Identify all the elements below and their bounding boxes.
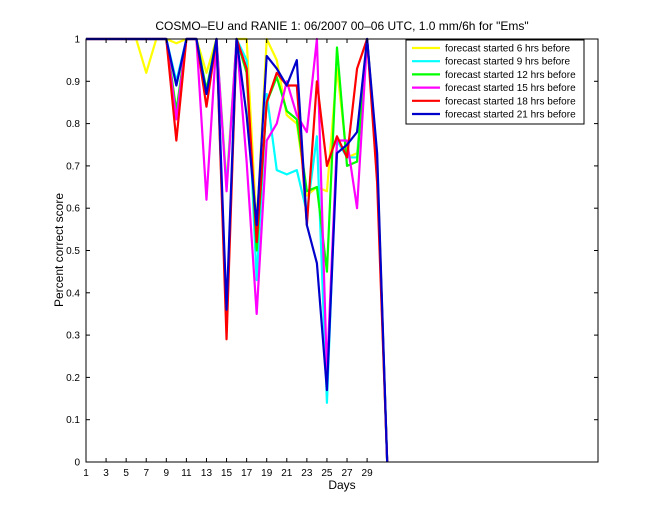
y-tick-label: 0.3 — [66, 331, 80, 342]
x-tick-label: 5 — [123, 468, 129, 479]
y-tick-label: 0.1 — [66, 415, 80, 426]
y-tick-label: 0.4 — [66, 288, 80, 299]
x-tick-label: 1 — [83, 468, 89, 479]
x-tick-label: 25 — [321, 468, 333, 479]
legend: forecast started 6 hrs before forecast st… — [405, 39, 585, 125]
x-tick-label: 7 — [143, 468, 149, 479]
y-tick-label: 1 — [74, 35, 80, 46]
y-tick-label: 0.5 — [66, 246, 80, 257]
x-tick-label: 29 — [362, 468, 374, 479]
x-tick-label: 23 — [301, 468, 313, 479]
y-tick-label: 0.8 — [66, 119, 80, 130]
y-tick-label: 0.2 — [66, 373, 80, 384]
legend-label-5: forecast started 18 hrs before — [445, 96, 576, 107]
legend-label-4: forecast started 15 hrs before — [445, 83, 576, 94]
y-axis-label: Percent correct score — [52, 193, 66, 307]
y-tick-label: 0.6 — [66, 204, 80, 215]
legend-label-3: forecast started 12 hrs before — [445, 70, 576, 81]
x-tick-label: 9 — [164, 468, 170, 479]
x-tick-label: 13 — [201, 468, 213, 479]
x-tick-label: 3 — [103, 468, 109, 479]
y-tick-label: 0.7 — [66, 161, 80, 172]
legend-box — [405, 39, 585, 125]
x-tick-label: 15 — [221, 468, 233, 479]
legend-label-6: forecast started 21 hrs before — [445, 110, 576, 121]
x-tick-label: 19 — [261, 468, 273, 479]
y-tick-label: 0.9 — [66, 77, 80, 88]
x-tick-label: 17 — [241, 468, 253, 479]
chart-title: COSMO–EU and RANIE 1: 06/2007 00–06 UTC,… — [155, 19, 528, 33]
x-tick-label: 11 — [181, 468, 192, 479]
legend-label-1: forecast started 6 hrs before — [445, 44, 571, 55]
x-tick-label: 21 — [281, 468, 293, 479]
x-axis-label: Days — [328, 478, 355, 492]
axis-ticks: 1 3 5 7 9 11 13 15 17 19 21 23 25 27 2900.10.20.30.40.… — [66, 35, 598, 479]
series-layer — [86, 37, 389, 463]
series-line-3 — [86, 37, 389, 463]
y-tick-label: 0 — [74, 458, 80, 469]
legend-label-2: forecast started 9 hrs before — [445, 57, 571, 68]
x-tick-label: 27 — [341, 468, 353, 479]
